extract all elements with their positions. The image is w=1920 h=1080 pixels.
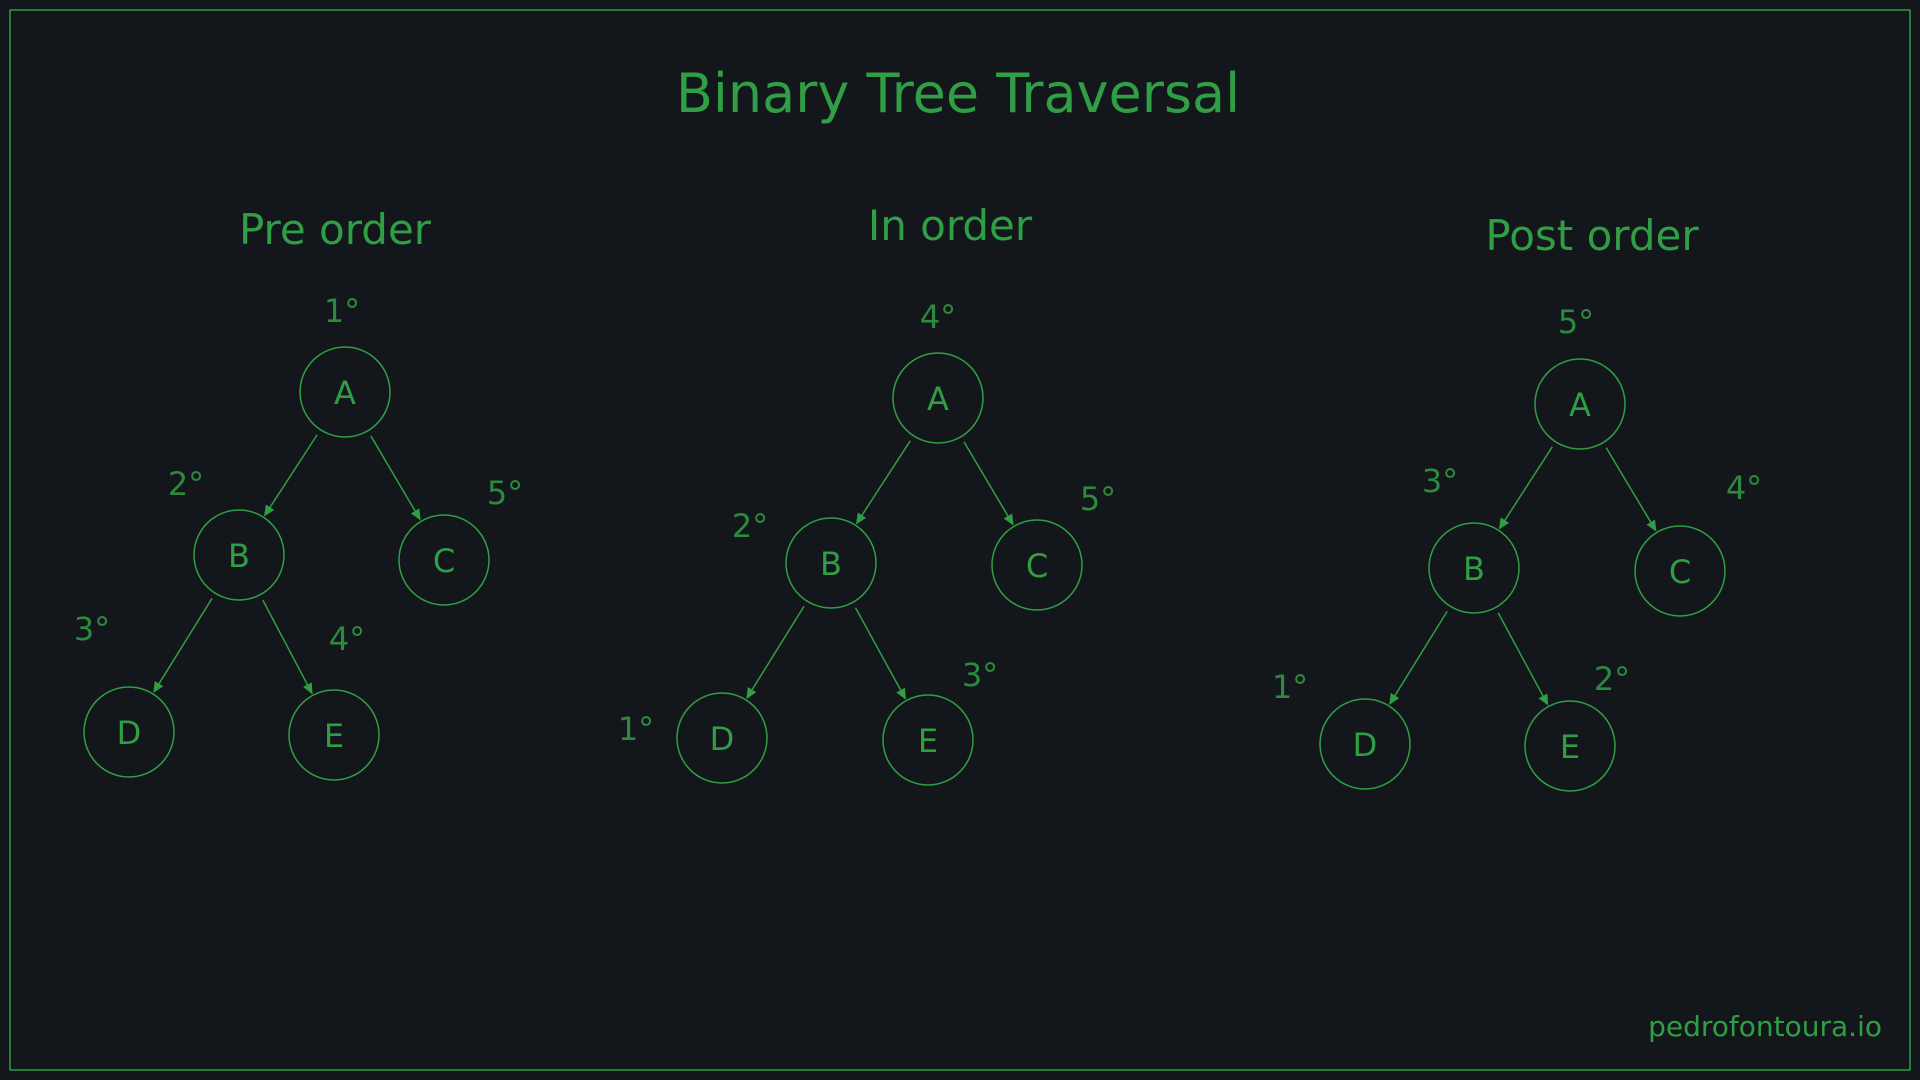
tree-node [83,686,175,778]
node-label: B [1463,550,1485,588]
tree-node [882,694,974,786]
node-label: E [1560,728,1580,766]
visit-order-label: 3° [1422,462,1458,500]
tree-node [1534,358,1626,450]
visit-order-label: 1° [324,292,360,330]
tree-node [193,509,285,601]
tree-node [892,352,984,444]
tree-node [398,514,490,606]
node-label: C [1669,553,1691,591]
tree-node [288,689,380,781]
edge-arrow [153,597,213,693]
frame-border [9,9,1911,1071]
edge-arrow [262,599,313,695]
node-label: B [820,545,842,583]
node-label: D [1353,726,1378,764]
footer-credit: pedrofontoura.io [1648,1010,1882,1043]
edge-arrow [1389,610,1448,705]
node-label: C [433,542,455,580]
edge-arrow [370,435,421,521]
edge-arrow [855,440,911,525]
tree-node [1634,525,1726,617]
edge-arrow [854,607,907,700]
visit-order-label: 4° [329,620,365,658]
node-label: A [334,374,356,412]
visit-order-label: 1° [618,710,654,748]
node-label: E [918,722,938,760]
visit-order-label: 3° [962,656,998,694]
tree-node [676,692,768,784]
visit-order-label: 5° [1080,480,1116,518]
visit-order-label: 2° [168,465,204,503]
traversal-heading: Pre order [239,205,432,254]
tree-node [991,519,1083,611]
edge-arrow [746,605,805,699]
edge-arrow [1498,446,1553,530]
edge-arrow [1605,447,1657,532]
node-label: C [1026,547,1048,585]
visit-order-label: 3° [74,610,110,648]
node-label: E [324,717,344,755]
tree-node [1319,698,1411,790]
visit-order-label: 2° [1594,660,1630,698]
visit-order-label: 5° [1558,303,1594,341]
tree-node [1524,700,1616,792]
visit-order-label: 4° [1726,469,1762,507]
edge-arrow [263,434,318,517]
tree-node [1428,522,1520,614]
traversal-panel: Post order A 5° B 3° C 4° D 1° E 2° [1272,211,1762,792]
traversal-panel: In order A 4° B 2° C 5° D 1° E 3° [618,201,1116,786]
node-label: D [117,714,142,752]
edge-arrow [1497,612,1549,706]
traversal-heading: Post order [1485,211,1699,260]
node-label: A [1569,386,1591,424]
tree-node [299,346,391,438]
visit-order-label: 4° [920,298,956,336]
edge-arrow [963,441,1014,526]
visit-order-label: 5° [487,474,523,512]
traversal-heading: In order [868,201,1033,250]
visit-order-label: 2° [732,507,768,545]
node-label: D [710,720,735,758]
node-label: B [228,537,250,575]
diagram-title: Binary Tree Traversal [676,62,1240,125]
node-label: A [927,380,949,418]
traversal-panel: Pre order A 1° B 2° C 5° D 3° E 4° [74,205,523,781]
tree-node [785,517,877,609]
visit-order-label: 1° [1272,668,1308,706]
